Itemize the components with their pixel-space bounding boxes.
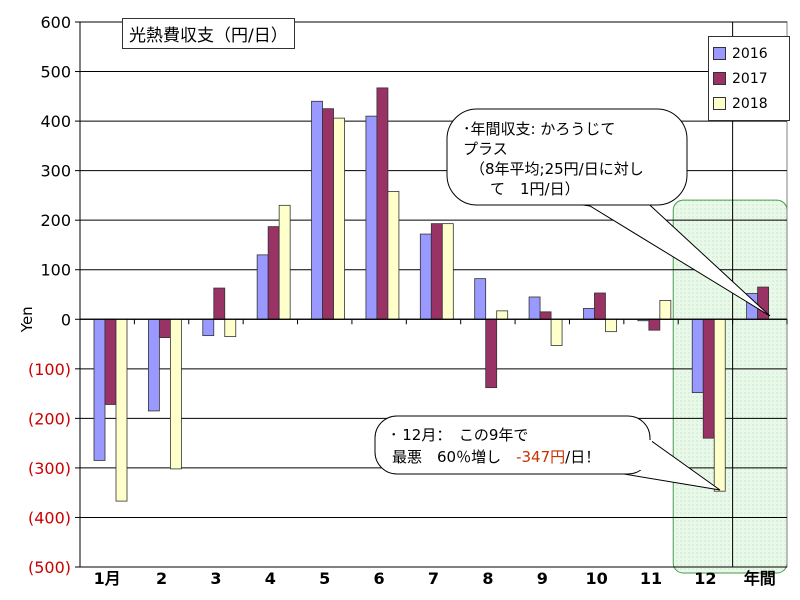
legend-item-2016: 2016 [713,41,785,66]
bar-2018-5 [387,191,400,320]
top-callout-line-3: （8年平均;25円/日に対し [470,160,644,178]
legend-label-2018: 2018 [732,95,768,112]
x-category-label: 5 [319,569,330,588]
bottom-callout-line-2: 最悪 60％増し -347円/日！ [392,448,600,466]
bar-2016-8 [528,296,541,320]
y-axis-label: Yen [18,306,36,333]
bar-2017-8 [539,311,552,320]
x-category-label: 1月 [94,569,121,588]
bar-2017-11 [702,318,715,439]
bar-2016-5 [365,115,378,320]
bar-2016-2 [202,318,215,337]
legend-item-2017: 2017 [713,66,785,91]
bar-2018-3 [278,204,291,320]
bar-2016-6 [419,233,432,320]
y-tick-label: 100 [40,261,71,280]
y-tick-label: 300 [40,162,71,181]
bar-2016-3 [256,254,269,320]
y-tick-label: 500 [40,63,71,82]
bottom-callout-suffix: /日！ [565,448,600,466]
bar-2017-7 [485,318,498,389]
x-category-label: 9 [537,569,548,588]
y-tick-label: 200 [40,211,71,230]
y-tick-label: (300) [28,459,71,478]
y-tick-label: 400 [40,112,71,131]
x-category-label: 8 [482,569,493,588]
bar-2018-1 [169,318,182,470]
bar-2018-2 [224,318,237,338]
bottom-callout: ･ 12月： この9年で 最悪 60％増し -347円/日！ [374,415,721,491]
y-tick-label: (200) [28,409,71,428]
top-callout-line-2: プラス [463,140,508,158]
bar-2018-9 [605,318,617,333]
bar-2017-1 [158,318,171,339]
bar-2017-9 [594,292,606,320]
bar-2016-1 [147,318,160,412]
bottom-callout-value: -347円 [516,448,565,466]
chart-title: 光熱費収支（円/日） [122,18,295,49]
y-tick-label: (400) [28,508,71,527]
legend-label-2017: 2017 [732,70,768,87]
bar-2018-10 [659,300,672,320]
top-callout: ･年間収支: かろうじて プラス （8年平均;25円/日に対し て 1円/日） [446,108,771,317]
bottom-callout-prefix: 最悪 60％増し [392,448,516,466]
y-tick-label: (100) [28,360,71,379]
x-category-label: 6 [374,569,385,588]
bar-2017-4 [322,108,334,320]
bar-2016-9 [583,307,595,320]
bar-2016-0 [93,318,106,461]
x-category-label: 年間 [744,569,776,588]
legend-swatch-2016 [713,47,726,60]
bar-2017-2 [213,287,226,320]
bar-2017-5 [376,87,389,320]
bar-2017-3 [267,226,280,320]
legend-label-2016: 2016 [732,45,768,62]
bar-2017-10 [648,318,661,331]
legend-item-2018: 2018 [713,91,785,116]
bar-2018-6 [441,223,454,320]
legend-swatch-2018 [713,97,726,110]
x-category-label: 11 [640,569,662,588]
x-category-label: 2 [156,569,167,588]
bar-2016-7 [474,278,487,320]
x-category-label: 3 [210,569,221,588]
legend: 2016 2017 2018 [708,36,790,121]
bar-2018-8 [550,318,563,346]
x-category-label: 7 [428,569,439,588]
bar-2018-4 [333,117,345,320]
top-callout-line-1: ･年間収支: かろうじて [463,120,615,138]
bar-2018-11 [713,318,726,492]
bar-2017-6 [430,223,443,320]
x-category-label: 10 [586,569,608,588]
bottom-callout-line-1: ･ 12月： この9年で [390,426,528,444]
bar-2018-7 [496,310,509,320]
y-tick-label: (500) [28,558,71,577]
top-callout-line-4: て 1円/日） [490,180,580,198]
legend-swatch-2017 [713,72,726,85]
y-tick-label: 0 [61,310,71,329]
bar-2017-0 [104,318,117,405]
x-category-label: 4 [265,569,276,588]
y-tick-label: 600 [40,13,71,32]
bar-2018-0 [115,318,128,502]
x-category-label: 12 [694,569,716,588]
bar-2016-11 [691,318,704,394]
bar-2016-4 [311,100,323,320]
